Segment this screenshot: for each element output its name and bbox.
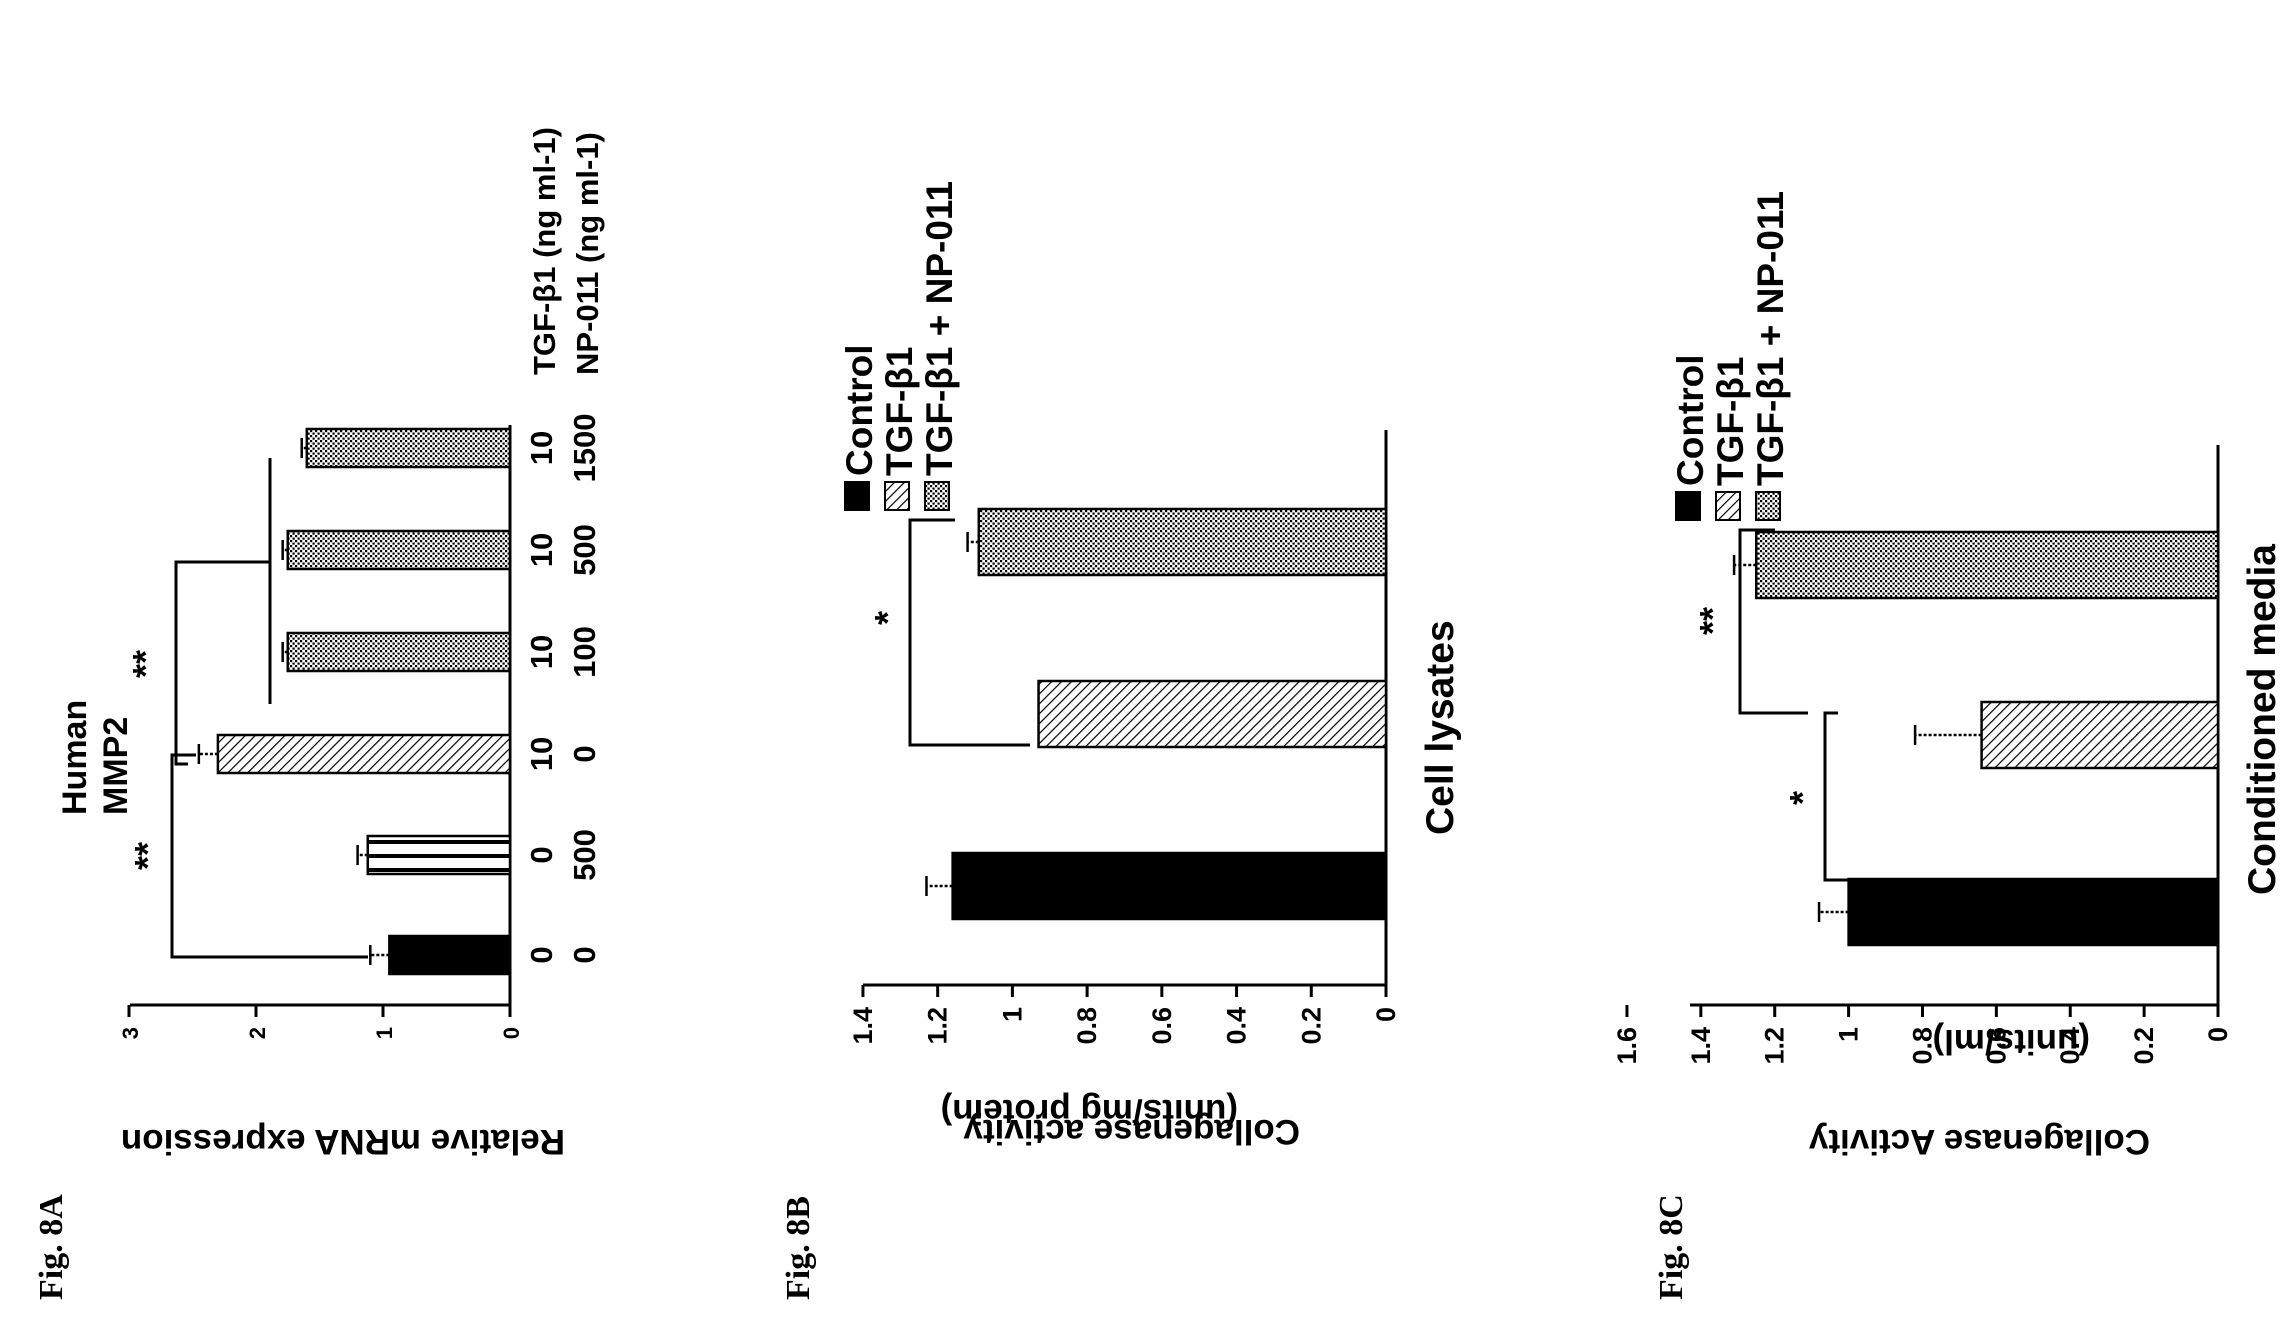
panel-8b: Fig. 8B Collagenase activity (units/mg p… bbox=[780, 181, 1462, 1300]
y-tick-label: 1.2 bbox=[1760, 1027, 1790, 1065]
sig-bracket-right-8a bbox=[174, 560, 270, 766]
y-tick-label: 1.6 bbox=[1612, 1027, 1642, 1065]
y-tick-label: 0.4 bbox=[2055, 1027, 2085, 1065]
legend-label: Control bbox=[1670, 354, 1711, 486]
category-tgf-label: 0 bbox=[524, 946, 559, 963]
legend-swatch bbox=[884, 481, 910, 511]
category-np-label: 500 bbox=[567, 524, 602, 576]
bars-8c bbox=[1732, 530, 2220, 947]
y-axis-label-8b: Collagenase activity bbox=[963, 1112, 1300, 1151]
sig-marker-8b: * bbox=[867, 611, 908, 625]
y-axis-label2-8b: (units/mg protein) bbox=[941, 1092, 1238, 1131]
legend-label: TGF-β1 bbox=[1710, 357, 1751, 486]
category-np-label: 0 bbox=[567, 946, 602, 963]
category-tgf-label: 10 bbox=[524, 635, 559, 669]
legend-label: Control bbox=[839, 344, 880, 476]
bar bbox=[286, 631, 512, 673]
category-np-label: 100 bbox=[567, 626, 602, 678]
legend-swatch bbox=[924, 481, 950, 511]
sig-bracket-8b bbox=[908, 518, 1030, 747]
panel-title-line1-8a: Human bbox=[56, 700, 94, 815]
category-np-label: 0 bbox=[567, 745, 602, 762]
significance-8b: * bbox=[867, 518, 1030, 747]
y-tick-label: 1.4 bbox=[848, 1007, 878, 1045]
figure-label-8c: Fig. 8C bbox=[1653, 1194, 1690, 1300]
figure-label-8b: Fig. 8B bbox=[780, 1196, 817, 1300]
sig-marker-right-8a: ** bbox=[125, 650, 166, 678]
legend-label: TGF-β1 bbox=[879, 347, 920, 476]
bar bbox=[1847, 877, 2220, 947]
y-tick-label: 1 bbox=[1834, 1027, 1864, 1042]
significance-8c: * ** bbox=[1692, 528, 1860, 882]
panel-8a: Fig. 8A Relative mRNA expression Human M… bbox=[33, 127, 605, 1300]
bar bbox=[388, 934, 512, 976]
y-axis-label2-8c: (units/ml) bbox=[1933, 1022, 2090, 1061]
category-tgf-label: 10 bbox=[524, 431, 559, 465]
legend-swatch bbox=[1755, 491, 1781, 521]
category-tgf-label: 10 bbox=[524, 737, 559, 771]
legend-label: TGF-β1 + NP-011 bbox=[1750, 191, 1791, 486]
y-tick-label: 1 bbox=[372, 1027, 397, 1039]
sig-marker-left-8a: ** bbox=[127, 842, 168, 870]
bar bbox=[977, 507, 1388, 577]
sig-bracket-right-8c bbox=[1738, 528, 1808, 715]
significance-8a: ** ** bbox=[125, 458, 368, 959]
bar bbox=[951, 851, 1388, 921]
panel-8c: Fig. 8C Collagenase Activity (units/ml) … bbox=[1612, 191, 2284, 1300]
x-axis-label-8c: Conditioned media bbox=[2241, 544, 2284, 895]
y-axis-label-8c: Collagenase Activity bbox=[1808, 1122, 2150, 1161]
row-label-tgf-8a: TGF-β1 (ng ml-1) bbox=[527, 127, 562, 375]
bar bbox=[305, 427, 512, 469]
y-tick-label: 1 bbox=[997, 1007, 1027, 1022]
bar bbox=[1037, 679, 1388, 749]
legend-swatch bbox=[1715, 491, 1741, 521]
y-tick-label: 0.8 bbox=[1072, 1007, 1102, 1045]
panel-title-line2-8a: MMP2 bbox=[97, 717, 135, 815]
y-tick-label: 0.2 bbox=[1296, 1007, 1326, 1045]
bar bbox=[286, 529, 512, 571]
y-tick-label: 0 bbox=[499, 1027, 524, 1039]
y-ticks-8a: 0 1 2 3 bbox=[118, 1005, 524, 1039]
sig-marker-left-8c: * bbox=[1782, 791, 1823, 805]
x-axis-label-8b: Cell lysates bbox=[1419, 620, 1462, 835]
row-label-np-8a: NP-011 (ng ml-1) bbox=[570, 132, 605, 375]
y-tick-label: 0.4 bbox=[1222, 1007, 1252, 1045]
sig-marker-right-8c: ** bbox=[1692, 607, 1733, 635]
y-tick-label: 0.6 bbox=[1147, 1007, 1177, 1045]
bars-8b bbox=[925, 507, 1388, 921]
sig-bracket-left-8a bbox=[170, 753, 368, 959]
y-ticks-8c: 0 0.2 0.4 0.6 0.8 1 1.2 1.4 1.6 bbox=[1612, 1005, 2233, 1065]
y-tick-label: 0.8 bbox=[1907, 1027, 1937, 1065]
y-tick-label: 0 bbox=[2203, 1027, 2233, 1042]
legend-8c: Control TGF-β1 TGF-β1 + NP-011 bbox=[1670, 191, 1791, 521]
figure-label-8a: Fig. 8A bbox=[33, 1194, 70, 1300]
legend-label: TGF-β1 + NP-011 bbox=[919, 181, 960, 476]
y-tick-label: 0.2 bbox=[2129, 1027, 2159, 1065]
legend-8b: Control TGF-β1 TGF-β1 + NP-011 bbox=[839, 181, 960, 511]
y-tick-label: 1.2 bbox=[923, 1007, 953, 1045]
sig-bracket-left-8c bbox=[1823, 711, 1860, 882]
y-axis-label-8a: Relative mRNA expression bbox=[121, 1122, 565, 1161]
legend-swatch bbox=[844, 481, 870, 511]
y-ticks-8b: 0 0.2 0.4 0.6 0.8 1 1.2 1.4 bbox=[848, 985, 1401, 1045]
category-np-label: 1500 bbox=[567, 414, 602, 483]
y-tick-label: 1.4 bbox=[1686, 1027, 1716, 1065]
bar bbox=[366, 834, 512, 876]
y-tick-label: 0 bbox=[1371, 1007, 1401, 1022]
y-tick-label: 0.6 bbox=[1981, 1027, 2011, 1065]
bar bbox=[216, 733, 512, 775]
category-np-label: 500 bbox=[567, 829, 602, 881]
y-tick-label: 3 bbox=[118, 1027, 143, 1039]
legend-swatch bbox=[1675, 491, 1701, 521]
category-tgf-label: 10 bbox=[524, 533, 559, 567]
bars-8a bbox=[197, 427, 512, 976]
bar bbox=[1755, 530, 2220, 600]
y-tick-label: 2 bbox=[245, 1027, 270, 1039]
category-tgf-label: 0 bbox=[524, 846, 559, 863]
bar bbox=[1980, 700, 2220, 770]
